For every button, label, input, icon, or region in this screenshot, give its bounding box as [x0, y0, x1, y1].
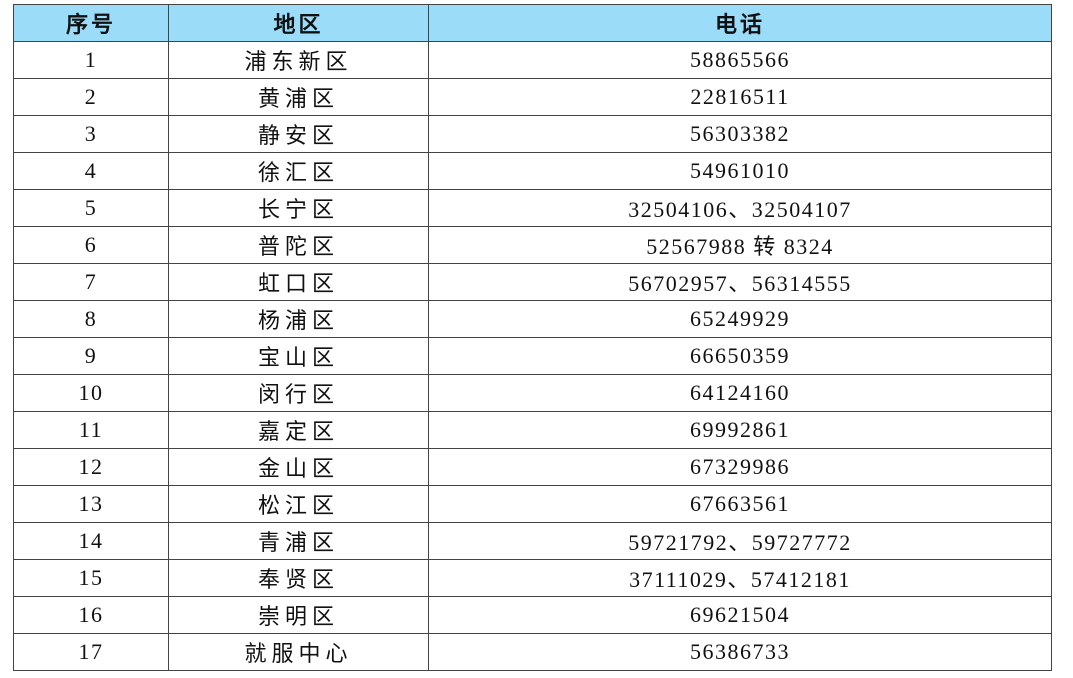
cell-phone: 52567988 转 8324: [428, 226, 1052, 264]
cell-index: 2: [13, 78, 169, 116]
cell-region: 嘉定区: [168, 411, 429, 449]
cell-region: 就服中心: [168, 633, 429, 671]
cell-region: 浦东新区: [168, 41, 429, 79]
cell-index: 10: [13, 374, 169, 412]
table-row: 7 虹口区 56702957、56314555: [13, 263, 1052, 301]
table-row: 15 奉贤区 37111029、57412181: [13, 559, 1052, 597]
table-row: 8 杨浦区 65249929: [13, 300, 1052, 338]
cell-index: 16: [13, 596, 169, 634]
cell-region: 松江区: [168, 485, 429, 523]
cell-index: 17: [13, 633, 169, 671]
cell-index: 14: [13, 522, 169, 560]
cell-phone: 58865566: [428, 41, 1052, 79]
cell-region: 虹口区: [168, 263, 429, 301]
cell-phone: 56702957、56314555: [428, 263, 1052, 301]
cell-phone: 54961010: [428, 152, 1052, 190]
table-row: 12 金山区 67329986: [13, 448, 1052, 486]
table-row: 3 静安区 56303382: [13, 115, 1052, 153]
table-row: 2 黄浦区 22816511: [13, 78, 1052, 116]
cell-region: 奉贤区: [168, 559, 429, 597]
contact-table: 序号 地区 电话 1 浦东新区 58865566 2 黄浦区 22816511 3 静安区 56…: [13, 4, 1052, 671]
cell-index: 12: [13, 448, 169, 486]
cell-region: 宝山区: [168, 337, 429, 375]
cell-phone: 64124160: [428, 374, 1052, 412]
cell-region: 杨浦区: [168, 300, 429, 338]
table-row: 14 青浦区 59721792、59727772: [13, 522, 1052, 560]
cell-phone: 66650359: [428, 337, 1052, 375]
table-row: 17 就服中心 56386733: [13, 633, 1052, 671]
cell-region: 青浦区: [168, 522, 429, 560]
cell-phone: 67329986: [428, 448, 1052, 486]
cell-index: 13: [13, 485, 169, 523]
cell-region: 金山区: [168, 448, 429, 486]
cell-index: 15: [13, 559, 169, 597]
cell-phone: 32504106、32504107: [428, 189, 1052, 227]
cell-index: 5: [13, 189, 169, 227]
table-row: 5 长宁区 32504106、32504107: [13, 189, 1052, 227]
cell-index: 3: [13, 115, 169, 153]
cell-region: 徐汇区: [168, 152, 429, 190]
cell-region: 普陀区: [168, 226, 429, 264]
cell-index: 9: [13, 337, 169, 375]
cell-index: 1: [13, 41, 169, 79]
cell-phone: 22816511: [428, 78, 1052, 116]
header-index: 序号: [13, 4, 169, 42]
cell-phone: 59721792、59727772: [428, 522, 1052, 560]
header-region: 地区: [168, 4, 429, 42]
cell-index: 4: [13, 152, 169, 190]
table-row: 9 宝山区 66650359: [13, 337, 1052, 375]
table-row: 4 徐汇区 54961010: [13, 152, 1052, 190]
table-row: 13 松江区 67663561: [13, 485, 1052, 523]
header-phone: 电话: [428, 4, 1052, 42]
cell-index: 11: [13, 411, 169, 449]
table-row: 1 浦东新区 58865566: [13, 41, 1052, 79]
cell-phone: 65249929: [428, 300, 1052, 338]
table-header-row: 序号 地区 电话: [13, 4, 1052, 42]
cell-index: 7: [13, 263, 169, 301]
cell-phone: 67663561: [428, 485, 1052, 523]
cell-index: 8: [13, 300, 169, 338]
cell-phone: 56386733: [428, 633, 1052, 671]
cell-region: 闵行区: [168, 374, 429, 412]
cell-region: 崇明区: [168, 596, 429, 634]
table-row: 16 崇明区 69621504: [13, 596, 1052, 634]
cell-region: 黄浦区: [168, 78, 429, 116]
cell-region: 长宁区: [168, 189, 429, 227]
cell-phone: 37111029、57412181: [428, 559, 1052, 597]
table-row: 11 嘉定区 69992861: [13, 411, 1052, 449]
cell-phone: 69621504: [428, 596, 1052, 634]
table-row: 10 闵行区 64124160: [13, 374, 1052, 412]
cell-index: 6: [13, 226, 169, 264]
cell-phone: 56303382: [428, 115, 1052, 153]
cell-region: 静安区: [168, 115, 429, 153]
cell-phone: 69992861: [428, 411, 1052, 449]
table-row: 6 普陀区 52567988 转 8324: [13, 226, 1052, 264]
